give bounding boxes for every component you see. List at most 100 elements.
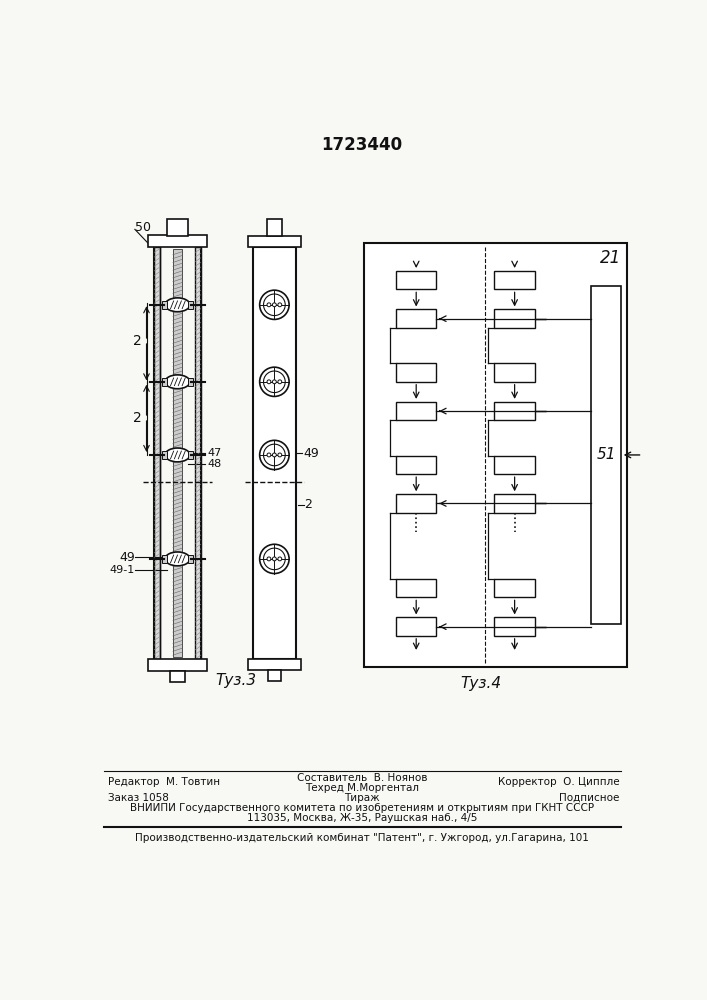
Bar [363,243,627,667]
Ellipse shape [272,557,276,561]
Bar [148,235,207,247]
Text: Τуз.4: Τуз.4 [461,676,502,691]
Ellipse shape [278,303,281,307]
Text: 55-д: 55-д [501,620,528,633]
Text: 48: 48 [207,459,221,469]
Text: 49: 49 [304,447,320,460]
Text: 53-2: 53-2 [501,366,528,379]
Bar [494,402,534,420]
Text: Заказ 1058: Заказ 1058 [107,793,169,803]
Bar [170,671,185,682]
Text: 52-3: 52-3 [403,458,430,471]
Bar [494,494,534,513]
Bar [494,309,534,328]
Ellipse shape [272,380,276,384]
Text: 50: 50 [135,221,151,234]
Bar [494,456,534,474]
Ellipse shape [264,444,285,466]
Ellipse shape [165,298,190,312]
Bar [188,378,193,386]
Text: Τуз.3: Τуз.3 [215,673,256,688]
Ellipse shape [278,453,281,457]
Text: Тираж: Тираж [344,793,380,803]
Bar [195,247,201,659]
Bar [494,271,534,289]
Bar [396,617,436,636]
Ellipse shape [267,303,271,307]
Bar [591,286,621,624]
Bar [396,363,436,382]
Text: 54-1: 54-1 [403,312,430,325]
Text: Производственно-издательский комбинат "Патент", г. Ужгород, ул.Гагарина, 101: Производственно-издательский комбинат "П… [135,833,589,843]
Bar [188,451,193,459]
Bar [248,659,300,670]
Ellipse shape [165,448,190,462]
Ellipse shape [259,440,289,470]
Text: 49-1: 49-1 [110,565,135,575]
Ellipse shape [267,380,271,384]
Text: 1723440: 1723440 [322,136,402,154]
Ellipse shape [264,548,285,570]
Ellipse shape [278,557,281,561]
Bar [494,363,534,382]
Bar [494,579,534,597]
Bar [268,670,281,681]
Ellipse shape [165,552,190,566]
Bar [248,236,300,247]
Text: Подписное: Подписное [559,793,619,803]
Bar [188,301,193,309]
Text: 49: 49 [119,551,135,564]
Ellipse shape [267,453,271,457]
Text: 53-3: 53-3 [501,458,528,471]
Text: 54-д: 54-д [402,620,430,633]
Text: 21: 21 [600,249,621,267]
Bar [396,579,436,597]
Bar [167,219,188,235]
Text: 54-3: 54-3 [403,497,430,510]
Bar [162,378,167,386]
Text: 53-д: 53-д [501,582,528,595]
Bar [396,402,436,420]
Text: Составитель  В. Ноянов: Составитель В. Ноянов [297,773,427,783]
Ellipse shape [165,375,190,389]
Bar [396,271,436,289]
Bar [494,617,534,636]
Ellipse shape [259,544,289,574]
Text: 55-2: 55-2 [501,405,528,418]
Text: ВНИИПИ Государственного комитета по изобретениям и открытиям при ГКНТ СССР: ВНИИПИ Государственного комитета по изоб… [130,803,594,813]
Text: 2: 2 [304,498,312,512]
Bar [154,247,160,659]
Bar [173,249,182,657]
Text: 2: 2 [133,411,141,425]
Text: 113035, Москва, Ж-35, Раушская наб., 4/5: 113035, Москва, Ж-35, Раушская наб., 4/5 [247,813,477,823]
Text: 51: 51 [596,447,616,462]
Ellipse shape [272,303,276,307]
Text: 55-3: 55-3 [501,497,528,510]
Ellipse shape [264,371,285,393]
Text: 52-д: 52-д [402,582,430,595]
Ellipse shape [272,453,276,457]
Bar [252,247,296,659]
Ellipse shape [259,290,289,319]
Ellipse shape [267,557,271,561]
Bar [396,494,436,513]
Text: Редактор  М. Товтин: Редактор М. Товтин [107,777,220,787]
Text: 52-2: 52-2 [403,366,430,379]
Bar [396,309,436,328]
Text: Корректор  О. Циппле: Корректор О. Циппле [498,777,619,787]
Text: 2: 2 [133,334,141,348]
Text: 47: 47 [207,448,221,458]
Ellipse shape [278,380,281,384]
Bar [148,659,207,671]
Text: 55-1: 55-1 [501,312,528,325]
Bar [162,301,167,309]
Bar [162,451,167,459]
Bar [396,456,436,474]
Ellipse shape [264,294,285,316]
Text: 52-1: 52-1 [403,274,430,287]
Bar [162,555,167,563]
Ellipse shape [259,367,289,396]
Text: 53-1: 53-1 [501,274,528,287]
Bar [267,219,282,236]
Text: 54-2: 54-2 [403,405,430,418]
